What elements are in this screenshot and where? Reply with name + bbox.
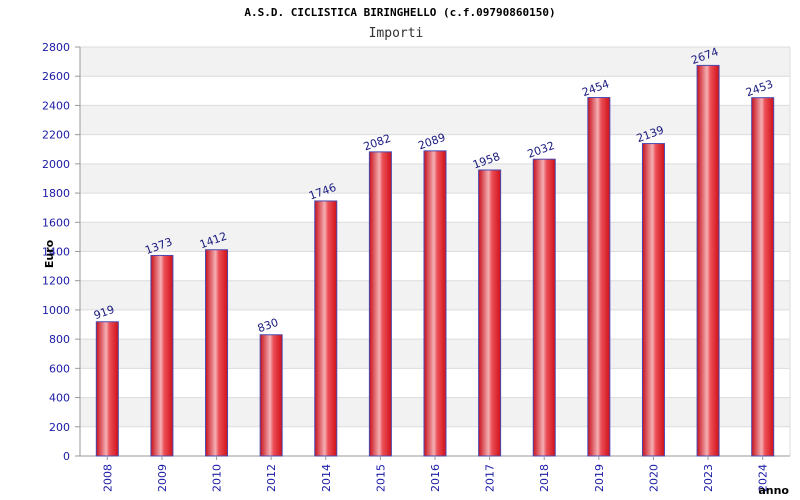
x-tick-label-2018: 2018	[538, 464, 551, 492]
x-tick-label-2019: 2019	[593, 464, 606, 492]
x-tick-label-2020: 2020	[647, 464, 660, 492]
y-tick-label-600: 600	[49, 362, 70, 375]
x-tick-label-2023: 2023	[702, 464, 715, 492]
chart-subtitle: Importi	[369, 26, 424, 41]
bar-2019	[587, 97, 611, 457]
x-axis-label: anno	[758, 484, 789, 497]
x-tick-label-2009: 2009	[156, 464, 169, 492]
y-tick-label-1000: 1000	[42, 304, 70, 317]
chart-title: A.S.D. CICLISTICA BIRINGHELLO (c.f.09790…	[244, 6, 555, 19]
x-tick-label-2017: 2017	[484, 464, 497, 492]
y-tick-label-1200: 1200	[42, 275, 70, 288]
x-tick-label-2010: 2010	[211, 464, 224, 492]
bar-2024	[751, 97, 775, 457]
background-band	[80, 105, 790, 135]
y-axis-ticks: 0 200 400 600 800 1000 1200 1400 1600 1800 2000 220…	[42, 41, 80, 463]
x-tick-label-2008: 2008	[101, 464, 114, 492]
y-tick-label-2400: 2400	[42, 99, 70, 112]
x-tick-label-2016: 2016	[429, 464, 442, 492]
y-tick-label-2600: 2600	[42, 70, 70, 83]
x-tick-label-2024: 2024	[757, 464, 770, 492]
x-tick-label-2015: 2015	[374, 464, 387, 492]
y-tick-label-1400: 1400	[42, 246, 70, 259]
y-tick-label-1800: 1800	[42, 187, 70, 200]
bar-2008	[95, 321, 119, 457]
bar-2020	[641, 143, 665, 457]
bar-2015	[368, 151, 392, 457]
y-tick-label-400: 400	[49, 392, 70, 405]
y-tick-label-1600: 1600	[42, 216, 70, 229]
y-axis-label: Euro	[43, 239, 56, 268]
y-tick-label-200: 200	[49, 421, 70, 434]
y-tick-label-0: 0	[63, 450, 70, 463]
bar-2010	[205, 249, 229, 457]
y-tick-label-800: 800	[49, 333, 70, 346]
bar-2023	[696, 64, 720, 457]
background-band	[80, 47, 790, 77]
x-tick-label-2014: 2014	[320, 464, 333, 492]
bar-2018	[532, 158, 556, 457]
bar-2016	[423, 150, 447, 457]
background-band	[80, 76, 790, 106]
y-tick-label-2000: 2000	[42, 158, 70, 171]
x-axis-ticks: 2008 2009 2010 2012 2014 2015 2016 2017 2018 2019…	[101, 456, 770, 492]
y-tick-label-2800: 2800	[42, 41, 70, 54]
x-tick-label-2012: 2012	[265, 464, 278, 492]
bar-2014	[314, 200, 338, 457]
bar-2012	[259, 334, 283, 457]
y-tick-label-2200: 2200	[42, 129, 70, 142]
bar-2017	[478, 169, 502, 457]
bar-2009	[150, 254, 174, 457]
